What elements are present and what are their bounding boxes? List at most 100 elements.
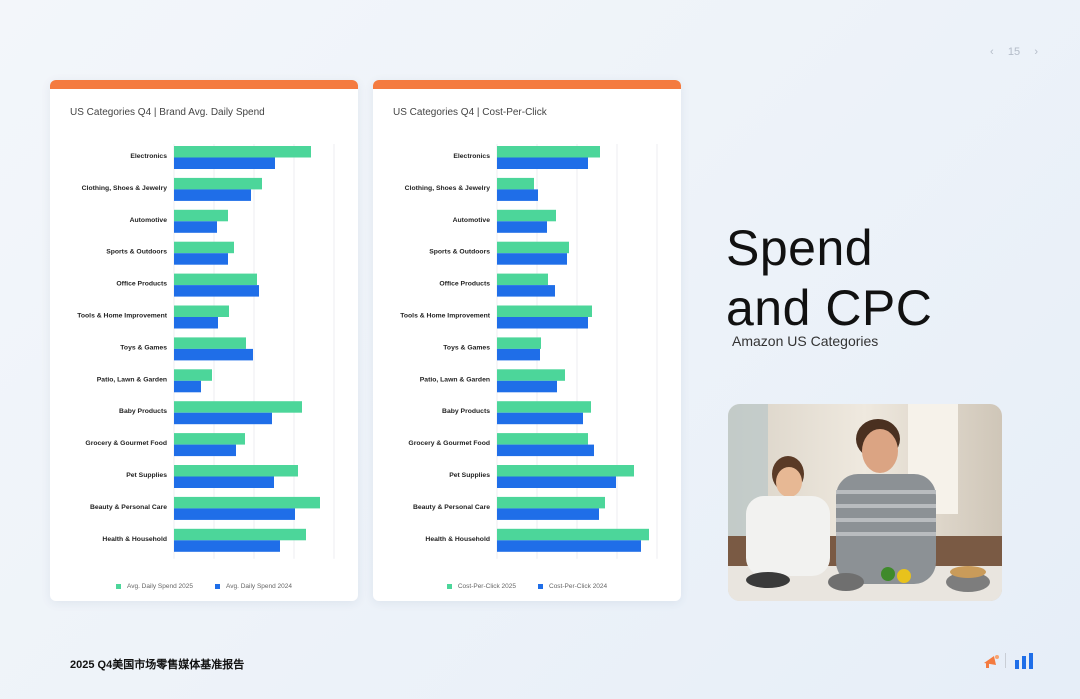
category-label: Electronics: [453, 153, 490, 160]
category-label: Patio, Lawn & Garden: [420, 376, 490, 383]
logo-separator: [1005, 653, 1006, 668]
bar-2025: [497, 209, 556, 222]
bar-2025: [497, 528, 649, 541]
bar-2024: [174, 380, 201, 393]
page-pager: ‹ 15 ›: [990, 44, 1038, 60]
page-headline: Spend and CPC: [726, 218, 932, 338]
bar-logo-icon: [1015, 653, 1033, 669]
legend-item-2025: Cost-Per-Click 2025: [446, 580, 516, 592]
bar-2024: [497, 285, 555, 297]
spend-chart-card: US Categories Q4 | Brand Avg. Daily Spen…: [50, 80, 358, 601]
photo-icon: [728, 404, 1002, 601]
bar-2024: [174, 476, 274, 488]
bar-2025: [174, 369, 212, 381]
chevron-right-icon[interactable]: ›: [1034, 46, 1038, 58]
category-label: Toys & Games: [443, 344, 490, 351]
bar-2024: [174, 221, 217, 233]
bar-2025: [174, 401, 302, 413]
family-cooking-photo: [728, 404, 1002, 601]
bar-2025: [174, 528, 306, 541]
category-label: Clothing, Shoes & Jewelry: [82, 185, 168, 192]
bar-2024: [497, 189, 538, 201]
bar-2025: [497, 433, 588, 445]
bar-2024: [497, 540, 641, 552]
legend-swatch-2024: [538, 583, 543, 589]
page-subtitle: Amazon US Categories: [732, 333, 879, 349]
chart-title: US Categories Q4 | Cost-Per-Click: [393, 107, 547, 118]
bar-2024: [497, 380, 557, 393]
bar-2025: [497, 401, 591, 413]
bar-2024: [497, 157, 588, 169]
legend-item-2025: Avg. Daily Spend 2025: [115, 580, 193, 592]
bar-2024: [174, 189, 251, 201]
megaphone-logo-icon: [984, 655, 999, 668]
category-label: Sports & Outdoors: [106, 249, 167, 256]
bar-2025: [497, 496, 605, 509]
bar-2024: [174, 253, 228, 265]
chevron-left-icon[interactable]: ‹: [990, 46, 994, 58]
bar-2024: [174, 508, 295, 520]
card-accent-bar: [50, 80, 358, 89]
bar-2024: [174, 412, 272, 425]
category-label: Sports & Outdoors: [429, 249, 490, 256]
category-label: Automotive: [130, 217, 168, 224]
cpc-bar-chart: Electronics Clothing, Shoes & Jewelry Auto…: [400, 144, 658, 559]
category-label: Baby Products: [442, 408, 490, 415]
bar-2024: [497, 508, 599, 520]
bar-2024: [497, 221, 547, 233]
category-label: Baby Products: [119, 408, 167, 415]
bar-2024: [497, 253, 567, 265]
bar-2024: [497, 412, 583, 425]
bar-2024: [174, 444, 236, 457]
category-label: Grocery & Gourmet Food: [85, 440, 167, 447]
category-label: Electronics: [130, 153, 167, 160]
bar-2025: [174, 496, 320, 509]
category-label: Clothing, Shoes & Jewelry: [405, 185, 491, 192]
bar-2024: [497, 476, 616, 488]
category-label: Tools & Home Improvement: [400, 313, 490, 320]
bar-2025: [174, 273, 257, 286]
legend-swatch-2024: [215, 583, 220, 589]
bar-2024: [174, 285, 259, 297]
bar-2025: [174, 146, 311, 158]
bar-2025: [497, 465, 634, 477]
bar-2024: [174, 348, 253, 361]
legend-label-2025: Avg. Daily Spend 2025: [126, 582, 193, 590]
category-label: Health & Household: [102, 536, 167, 543]
category-label: Office Products: [439, 281, 490, 288]
category-label: Automotive: [453, 217, 491, 224]
bar-2025: [497, 146, 600, 158]
bar-2025: [174, 209, 228, 222]
legend-swatch-2025: [446, 583, 452, 589]
bar-2025: [174, 465, 298, 477]
bar-2025: [174, 241, 234, 254]
bar-2024: [174, 157, 275, 169]
category-label: Patio, Lawn & Garden: [97, 376, 167, 383]
legend-item-2024: Avg. Daily Spend 2024: [215, 580, 292, 592]
bar-2024: [497, 444, 594, 457]
bar-2025: [174, 433, 245, 445]
category-label: Beauty & Personal Care: [90, 504, 167, 511]
cpc-chart-card: US Categories Q4 | Cost-Per-Click Electr…: [373, 80, 681, 601]
category-label: Health & Household: [425, 536, 490, 543]
bar-2025: [497, 305, 592, 317]
legend-item-2024: Cost-Per-Click 2024: [538, 580, 607, 592]
bar-2024: [497, 317, 588, 329]
chart-title: US Categories Q4 | Brand Avg. Daily Spen…: [70, 107, 265, 118]
bar-2024: [174, 540, 280, 552]
category-label: Tools & Home Improvement: [77, 313, 167, 320]
legend-label-2024: Avg. Daily Spend 2024: [226, 582, 293, 590]
bar-2024: [497, 348, 540, 361]
chart-legend: Avg. Daily Spend 2025 Avg. Daily Spend 2…: [50, 580, 358, 592]
category-label: Grocery & Gourmet Food: [408, 440, 490, 447]
category-label: Beauty & Personal Care: [413, 504, 490, 511]
legend-label-2025: Cost-Per-Click 2025: [457, 582, 516, 590]
category-label: Pet Supplies: [449, 472, 490, 479]
bar-2025: [497, 273, 548, 286]
card-accent-bar: [373, 80, 681, 89]
chart-legend: Cost-Per-Click 2025 Cost-Per-Click 2024: [373, 580, 681, 592]
bar-2025: [174, 177, 262, 190]
category-label: Toys & Games: [120, 344, 167, 351]
category-label: Pet Supplies: [126, 472, 167, 479]
bar-2025: [497, 337, 541, 349]
